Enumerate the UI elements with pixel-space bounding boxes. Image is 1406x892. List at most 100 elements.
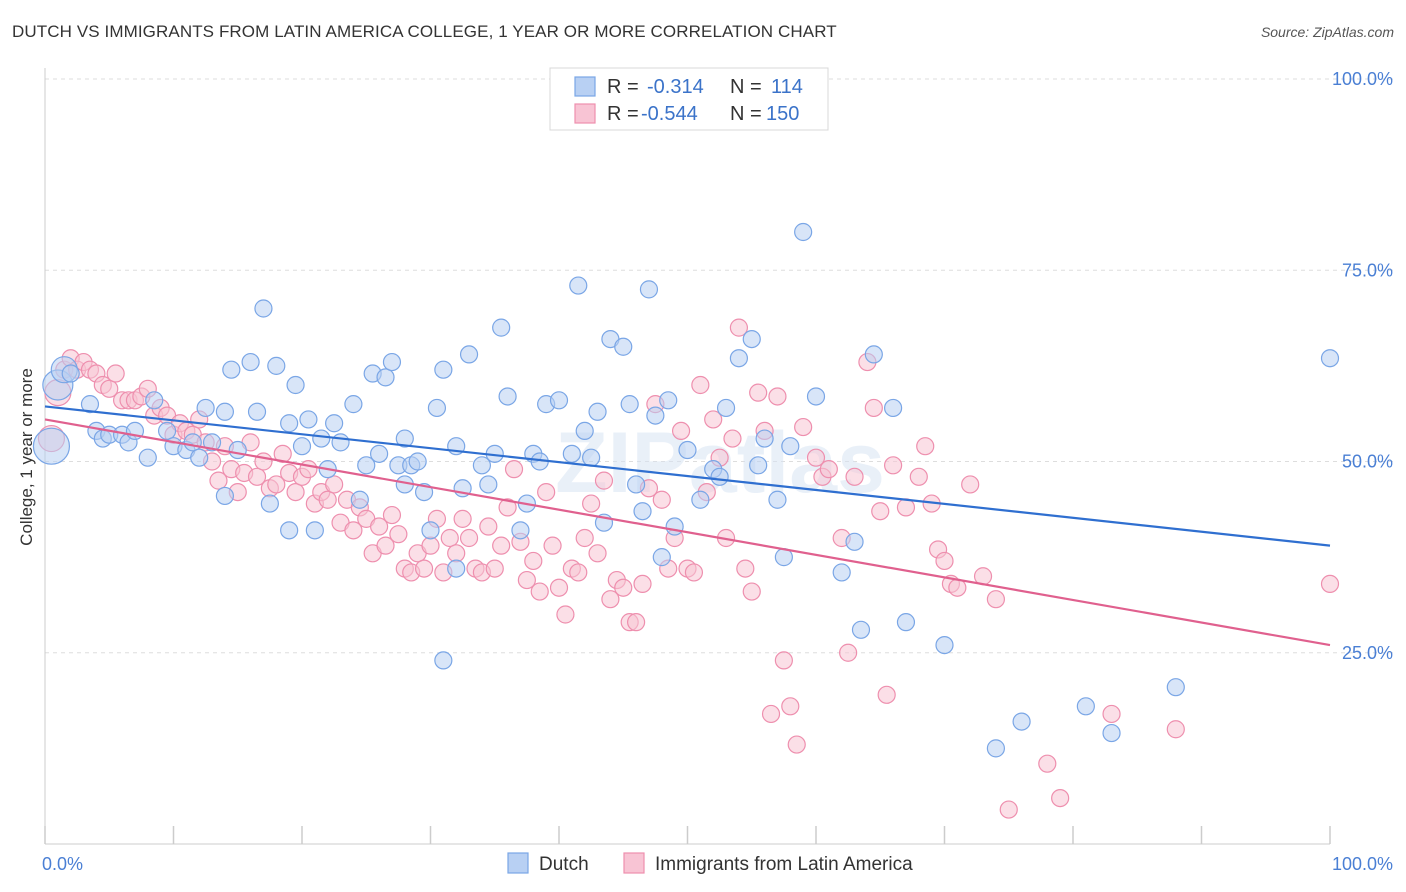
latin-america-point: [517, 570, 536, 590]
dutch-point: [729, 349, 749, 368]
latin-america-point: [575, 528, 594, 548]
dutch-point: [145, 391, 164, 410]
latin-america-point: [749, 383, 768, 402]
dutch-point: [492, 318, 511, 337]
dutch-point: [280, 414, 299, 433]
latin-america-point: [1051, 788, 1070, 808]
dutch-point: [222, 360, 241, 379]
latin-america-point: [684, 563, 704, 582]
latin-america-point: [691, 375, 710, 395]
dutch-point: [196, 398, 215, 418]
latin-america-point: [819, 460, 838, 479]
dutch-point: [768, 490, 787, 509]
dutch-point: [479, 475, 498, 494]
dutch-point: [986, 739, 1006, 758]
latin-america-point: [492, 536, 511, 555]
dutch-point: [459, 345, 479, 364]
dutch-point: [511, 521, 530, 540]
dutch-point: [620, 395, 639, 414]
dutch-point: [935, 635, 954, 655]
dutch-point: [370, 444, 389, 463]
latin-america-point: [498, 498, 517, 517]
latin-america-point: [768, 387, 787, 406]
legend-box: R = -0.314 N = 114 R = -0.544 N = 150: [549, 67, 829, 131]
latin-america-point: [704, 410, 723, 429]
latin-america-point: [459, 528, 479, 548]
bottom-legend-label-dutch: Dutch: [539, 854, 589, 875]
dutch-point: [633, 502, 652, 521]
latin-america-point: [839, 643, 858, 662]
y-tick-label: 100.0%: [1332, 69, 1393, 89]
latin-america-point: [723, 429, 742, 448]
latin-america-point: [883, 456, 903, 475]
dutch-point: [652, 548, 671, 567]
dutch-point: [646, 406, 665, 425]
dutch-point: [260, 494, 279, 513]
dutch-point: [678, 440, 697, 460]
dutch-point: [883, 398, 903, 418]
y-axis-label: College, 1 year or more: [17, 368, 36, 546]
latin-america-point: [414, 559, 434, 578]
dutch-point: [864, 345, 883, 364]
latin-america-point: [864, 398, 883, 418]
dutch-point: [549, 391, 569, 410]
latin-america-point: [543, 536, 562, 555]
latin-america-point: [549, 578, 569, 597]
dutch-point: [716, 398, 736, 418]
latin-america-trend-line: [44, 418, 1331, 647]
latin-america-point: [671, 421, 691, 440]
latin-america-point: [601, 590, 620, 609]
dutch-point: [382, 352, 402, 372]
dutch-point: [832, 563, 851, 582]
latin-america-point: [729, 318, 749, 337]
dutch-point: [1320, 349, 1340, 368]
dutch-point: [241, 352, 260, 372]
latin-america-point: [742, 582, 761, 601]
bottom-legend-swatch-latin: [623, 852, 645, 874]
latin-america-point: [453, 509, 472, 528]
latin-america-point: [761, 704, 781, 724]
latin-america-point: [254, 452, 273, 471]
latin-america-point: [986, 590, 1006, 609]
dutch-point: [851, 620, 871, 639]
x-tick-label: 100.0%: [1332, 854, 1393, 874]
dutch-point: [434, 651, 453, 670]
latin-america-point: [376, 536, 395, 555]
dutch-point: [183, 433, 202, 452]
x-tick-labels: 0.0% 100.0%: [42, 854, 1393, 874]
dutch-point: [575, 421, 594, 440]
latin-america-point: [626, 613, 646, 632]
latin-america-point: [999, 800, 1018, 819]
dutch-point: [138, 448, 157, 467]
dutch-point: [665, 517, 684, 536]
latin-america-point: [556, 605, 575, 624]
latin-america-point: [106, 364, 125, 383]
latin-america-point: [479, 517, 498, 536]
dutch-point: [331, 433, 350, 452]
dutch-point: [376, 368, 395, 387]
y-tick-label: 25.0%: [1342, 643, 1393, 663]
legend-n-label: N =: [730, 103, 762, 125]
dutch-point: [286, 375, 305, 395]
latin-america-point: [633, 574, 652, 594]
latin-america-point: [774, 651, 793, 670]
latin-america-point: [273, 444, 292, 463]
dutch-point: [32, 427, 71, 465]
dutch-point: [498, 387, 517, 406]
dutch-point: [569, 276, 588, 295]
dutch-point: [267, 356, 286, 375]
legend-n-value: 150: [766, 103, 799, 125]
dutch-point: [357, 456, 376, 475]
latin-america-point: [504, 460, 524, 479]
bottom-legend-label-latin: Immigrants from Latin America: [655, 854, 913, 875]
latin-america-point: [286, 483, 305, 502]
dutch-point: [710, 467, 729, 486]
dutch-point: [247, 402, 267, 421]
dutch-points: [32, 222, 1340, 758]
dutch-point: [427, 398, 447, 418]
latin-america-point: [530, 582, 549, 601]
dutch-point: [408, 452, 427, 471]
dutch-point: [157, 421, 177, 440]
dutch-point: [1012, 712, 1031, 731]
